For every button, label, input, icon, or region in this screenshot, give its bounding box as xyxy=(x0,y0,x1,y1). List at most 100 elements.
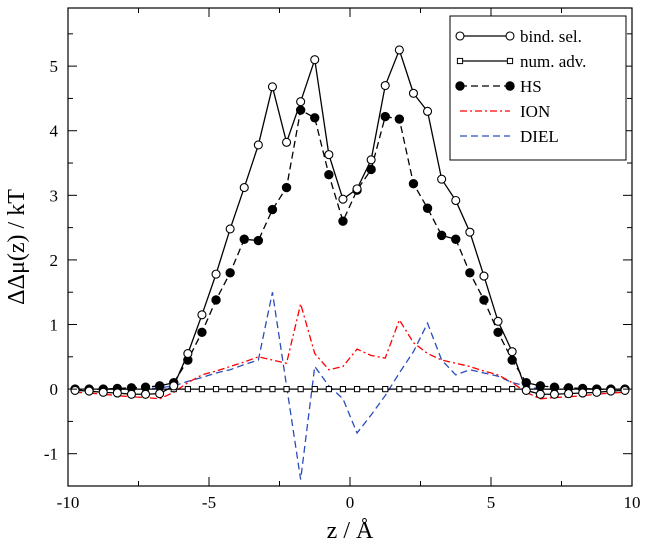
data-point xyxy=(479,295,489,305)
data-point xyxy=(479,271,489,281)
data-point xyxy=(368,386,375,393)
y-tick-label: 4 xyxy=(50,122,59,141)
data-point xyxy=(493,327,503,337)
data-point xyxy=(197,310,207,320)
x-axis-label: z / Å xyxy=(327,518,374,544)
data-point xyxy=(549,389,560,399)
series-line xyxy=(75,301,625,400)
data-point xyxy=(112,388,122,398)
data-point xyxy=(297,386,304,393)
data-point xyxy=(408,88,419,98)
data-point xyxy=(267,204,278,215)
data-point xyxy=(394,45,404,55)
data-point xyxy=(366,155,376,165)
data-point xyxy=(535,389,545,399)
data-point xyxy=(394,114,405,124)
legend-entry: HS xyxy=(455,77,542,96)
series-ion xyxy=(75,301,625,400)
y-tick-label: 1 xyxy=(50,316,59,335)
y-axis-label: ΔΔμ(z) / kT xyxy=(4,189,30,305)
data-point xyxy=(126,389,136,399)
data-point xyxy=(382,386,389,393)
data-point xyxy=(563,389,574,399)
data-point xyxy=(169,381,179,391)
data-point xyxy=(154,381,165,391)
data-point xyxy=(438,386,445,393)
data-point xyxy=(451,234,461,244)
data-point xyxy=(620,385,630,395)
data-point xyxy=(380,80,390,91)
legend-entry: num. adv. xyxy=(456,52,586,71)
data-point xyxy=(465,268,475,278)
data-point xyxy=(338,216,348,226)
data-point xyxy=(296,97,306,107)
data-point xyxy=(606,386,616,396)
data-point xyxy=(212,386,220,393)
data-point xyxy=(592,387,602,397)
data-point xyxy=(465,227,475,237)
series-line xyxy=(75,109,625,390)
data-point xyxy=(353,386,361,393)
data-point xyxy=(211,269,221,279)
data-point xyxy=(578,388,588,398)
x-tick-label: 0 xyxy=(346,493,355,512)
data-point xyxy=(424,386,431,393)
legend-label: num. adv. xyxy=(520,52,586,71)
legend-marker xyxy=(506,57,514,65)
data-point xyxy=(283,386,290,393)
data-point xyxy=(211,295,221,305)
x-tick-label: 5 xyxy=(487,493,496,512)
legend-marker xyxy=(505,81,515,91)
y-tick-label: 2 xyxy=(50,251,59,270)
data-point xyxy=(141,389,151,399)
data-point xyxy=(480,386,488,393)
data-point xyxy=(227,386,234,393)
data-point xyxy=(197,327,207,337)
data-point xyxy=(198,386,206,393)
data-point xyxy=(451,195,461,206)
legend-entry: DIEL xyxy=(460,127,559,146)
x-tick-label: 10 xyxy=(624,493,641,512)
data-point xyxy=(324,169,334,180)
data-point xyxy=(521,385,531,395)
legend-marker xyxy=(455,31,465,41)
series-diel xyxy=(75,292,625,480)
data-point xyxy=(241,386,248,393)
x-tick-label: -10 xyxy=(57,493,80,512)
data-point xyxy=(380,111,390,122)
data-point xyxy=(269,386,276,393)
data-point xyxy=(311,386,318,393)
data-point xyxy=(408,178,419,189)
legend-marker xyxy=(455,81,465,91)
y-tick-label: -1 xyxy=(44,445,58,464)
data-point xyxy=(493,316,503,326)
data-point xyxy=(239,183,249,193)
data-point xyxy=(255,386,262,393)
data-point xyxy=(396,386,403,393)
series-line xyxy=(75,48,625,395)
y-tick-label: 0 xyxy=(50,380,59,399)
data-point xyxy=(281,182,292,193)
y-tick-label: 3 xyxy=(50,186,59,205)
data-point xyxy=(422,203,433,213)
legend-marker xyxy=(456,57,464,65)
legend-entry: bind. sel. xyxy=(455,27,582,46)
legend: bind. sel. num. adv. HS ION DIEL xyxy=(449,15,627,161)
data-point xyxy=(324,150,334,160)
data-point xyxy=(410,386,417,393)
data-point xyxy=(339,386,347,393)
legend-marker xyxy=(505,31,515,41)
data-point xyxy=(84,386,94,396)
data-point xyxy=(436,230,447,241)
data-point xyxy=(253,235,264,246)
data-point xyxy=(494,386,502,393)
data-point xyxy=(509,386,516,393)
data-point xyxy=(338,194,348,204)
data-point xyxy=(225,268,235,278)
series-line xyxy=(75,292,625,480)
data-point xyxy=(310,55,320,65)
data-point xyxy=(267,82,278,92)
data-point xyxy=(507,347,517,357)
data-point xyxy=(70,385,80,395)
